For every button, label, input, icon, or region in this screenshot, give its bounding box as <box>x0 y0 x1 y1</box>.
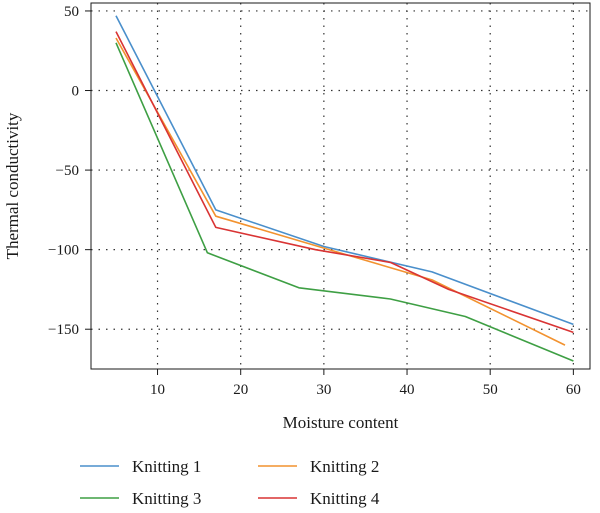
y-tick-label: 0 <box>72 84 80 100</box>
grid <box>91 3 590 369</box>
legend-label: Knitting 2 <box>310 457 379 476</box>
axis-ticks: 10 20 30 40 50 60 50 0 −50 −100 −150 <box>48 4 581 398</box>
y-tick-label: −50 <box>56 163 79 179</box>
y-tick-label: 50 <box>64 4 79 20</box>
plot-area-frame <box>90 2 591 370</box>
x-tick-label: 30 <box>316 382 331 398</box>
x-tick-label: 20 <box>233 382 248 398</box>
y-axis-title: Thermal conductivity <box>3 112 22 259</box>
x-tick-label: 60 <box>566 382 581 398</box>
legend: Knitting 1 Knitting 2 Knitting 3 Knitting 4 <box>80 457 380 508</box>
legend-label: Knitting 1 <box>132 457 201 476</box>
series-lines <box>115 15 574 362</box>
x-tick-label: 40 <box>400 382 415 398</box>
x-tick-label: 10 <box>150 382 165 398</box>
y-tick-label: −150 <box>48 322 79 338</box>
series-line-knitting-1 <box>115 15 574 326</box>
series-line-knitting-3 <box>115 42 574 362</box>
series-line-knitting-2 <box>115 37 566 346</box>
x-tick-label: 50 <box>483 382 498 398</box>
x-axis-title: Moisture content <box>283 413 399 432</box>
series-line-knitting-4 <box>115 31 574 334</box>
legend-label: Knitting 4 <box>310 489 380 508</box>
y-tick-label: −100 <box>48 243 79 259</box>
legend-label: Knitting 3 <box>132 489 201 508</box>
